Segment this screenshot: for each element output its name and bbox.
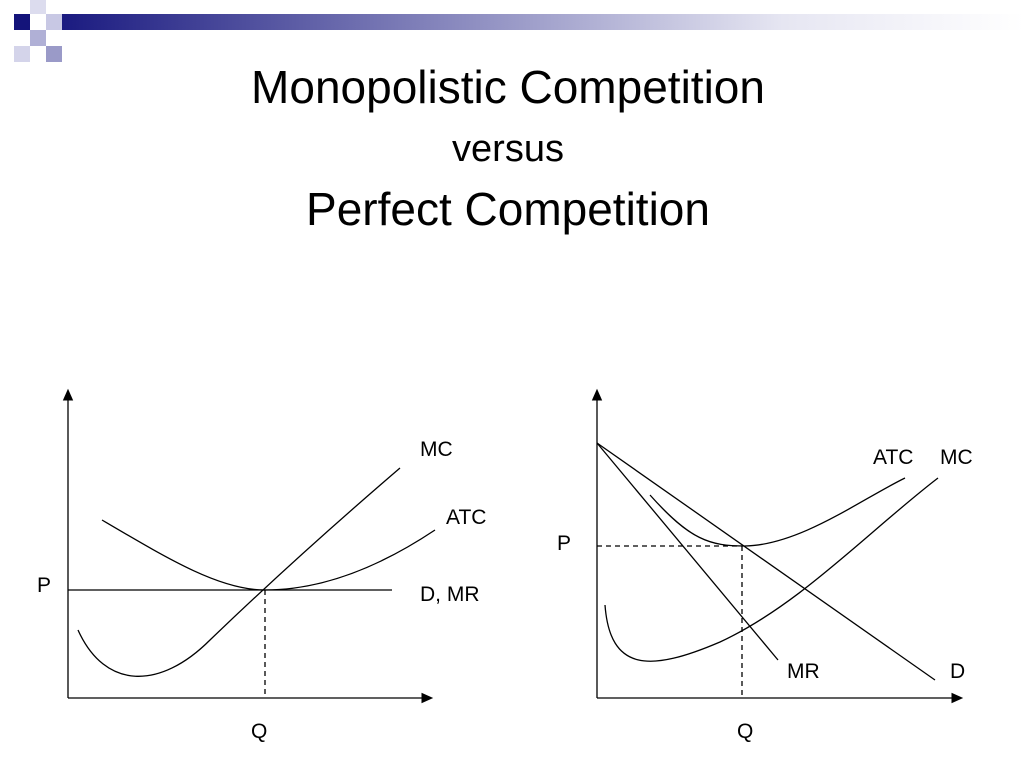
mc-curve <box>77 467 401 677</box>
title-line: Perfect Competition <box>306 183 710 235</box>
price-label: P <box>37 574 51 597</box>
mc-label: MC <box>420 438 453 461</box>
diagram-right: ATC MC P MR D Q <box>557 388 973 743</box>
quantity-label: Q <box>251 720 267 743</box>
atc-label: ATC <box>873 446 913 469</box>
mc-curve <box>604 477 939 662</box>
mr-label: MR <box>787 660 820 683</box>
quantity-label: Q <box>737 720 753 743</box>
atc-curve <box>101 519 436 591</box>
demand-curve <box>596 442 936 681</box>
demand-label: D, MR <box>420 583 480 606</box>
title-line: versus <box>452 128 564 170</box>
demand-label: D <box>950 660 965 683</box>
price-label: P <box>557 532 571 555</box>
diagram-left: MC ATC D, MR P Q <box>37 388 486 743</box>
atc-curve <box>649 477 906 547</box>
decoration <box>14 0 1024 62</box>
mr-curve <box>596 442 779 661</box>
title-line: Monopolistic Competition <box>251 61 765 113</box>
mc-label: MC <box>940 446 973 469</box>
atc-label: ATC <box>446 506 486 529</box>
